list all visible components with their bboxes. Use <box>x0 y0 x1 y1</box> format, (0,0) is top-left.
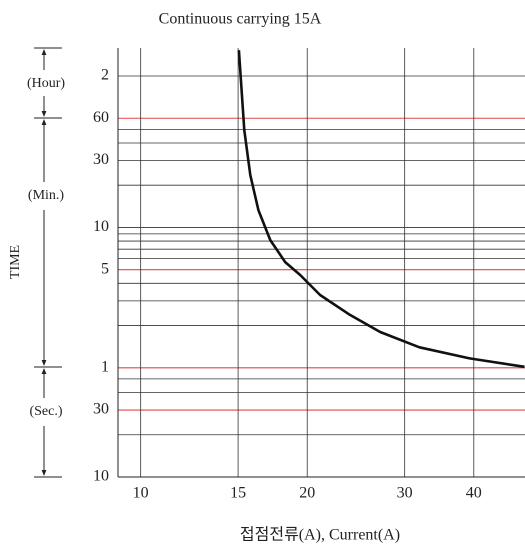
unit-label: (Hour) <box>27 76 65 91</box>
x-tick-label: 20 <box>299 485 315 502</box>
y-tick-label: 10 <box>93 468 109 485</box>
chart-title: Continuous carrying 15A <box>159 11 322 28</box>
unit-label: (Min.) <box>28 188 65 203</box>
x-tick-label: 30 <box>397 485 413 502</box>
x-axis-label: 접점전류(A), Current(A) <box>240 526 400 544</box>
y-tick-label: 5 <box>101 260 109 277</box>
x-tick-label: 10 <box>133 485 149 502</box>
y-tick-label: 2 <box>101 67 109 84</box>
x-tick-label: 15 <box>230 485 246 502</box>
unit-label: (Sec.) <box>29 404 62 419</box>
y-tick-label: 10 <box>93 218 109 235</box>
y-tick-label: 1 <box>101 358 109 375</box>
y-tick-label: 60 <box>93 109 109 126</box>
y-tick-label: 30 <box>93 401 109 418</box>
plot-area <box>237 50 525 369</box>
time-bracket: (Hour) (Min.) (Sec.) <box>27 47 65 478</box>
y-axis-label: TIME <box>8 245 23 279</box>
y-tick-label: 30 <box>93 151 109 168</box>
x-tick-label: 40 <box>466 485 482 502</box>
curve <box>237 50 525 369</box>
